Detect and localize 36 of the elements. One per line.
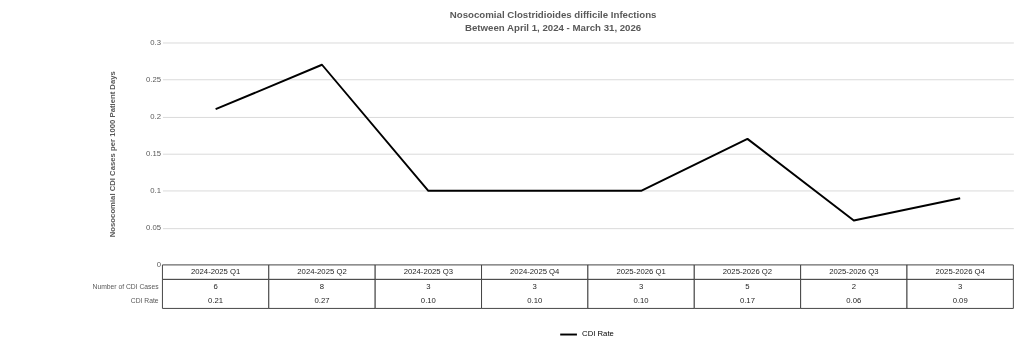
text: 3 xyxy=(958,281,963,291)
text: 6 xyxy=(213,281,218,291)
y-tick-label: 0.3 xyxy=(150,37,161,47)
x-tick-label: 2025-2026 Q2 xyxy=(722,267,773,277)
data-label: 0.27 xyxy=(314,296,330,306)
data-label: 0.09 xyxy=(952,296,968,306)
data-label: 0.10 xyxy=(420,296,436,306)
chart-title: Nosocomial Clostridioides difficile Infections xyxy=(449,9,657,21)
y-tick-label: 0.15 xyxy=(145,149,161,159)
text: 5 xyxy=(745,281,750,291)
chart-subtitle: Between April 1, 2024 - March 31, 2026 xyxy=(464,21,642,33)
x-tick-label: 2025-2026 Q4 xyxy=(935,267,986,277)
x-tick-label: 2025-2026 Q3 xyxy=(829,267,879,277)
y-tick-label: 0.1 xyxy=(150,186,161,196)
text: 3 xyxy=(426,281,431,291)
y-tick-label: 0.2 xyxy=(150,112,161,122)
y-tick-label: 0.25 xyxy=(145,75,161,84)
x-tick-label: 2024-2025 Q2 xyxy=(297,267,347,277)
x-tick-label: 2024-2025 Q1 xyxy=(190,267,241,277)
data-label: 0.21 xyxy=(208,296,224,306)
legend-label: CDI Rate xyxy=(582,329,614,339)
text: 8 xyxy=(319,281,325,291)
x-tick-label: 2024-2025 Q3 xyxy=(403,267,454,277)
text: 3 xyxy=(638,281,644,291)
line-series xyxy=(214,63,962,222)
text: 2 xyxy=(851,281,856,291)
text: 3 xyxy=(532,281,537,291)
data-label: 0.10 xyxy=(527,296,543,306)
data-label: 0.10 xyxy=(633,296,649,306)
x-tick-label: 2025-2026 Q1 xyxy=(616,267,666,277)
data-label: 0.06 xyxy=(846,296,862,306)
y-tick-label: 0 xyxy=(156,260,161,270)
y-axis-title: Nosocomial CDI Cases per 1000 Patient Days xyxy=(108,71,117,238)
data-label: 0.17 xyxy=(739,296,755,306)
x-tick-label: 2024-2025 Q4 xyxy=(510,267,561,277)
y-tick-label: 0.05 xyxy=(145,223,161,233)
